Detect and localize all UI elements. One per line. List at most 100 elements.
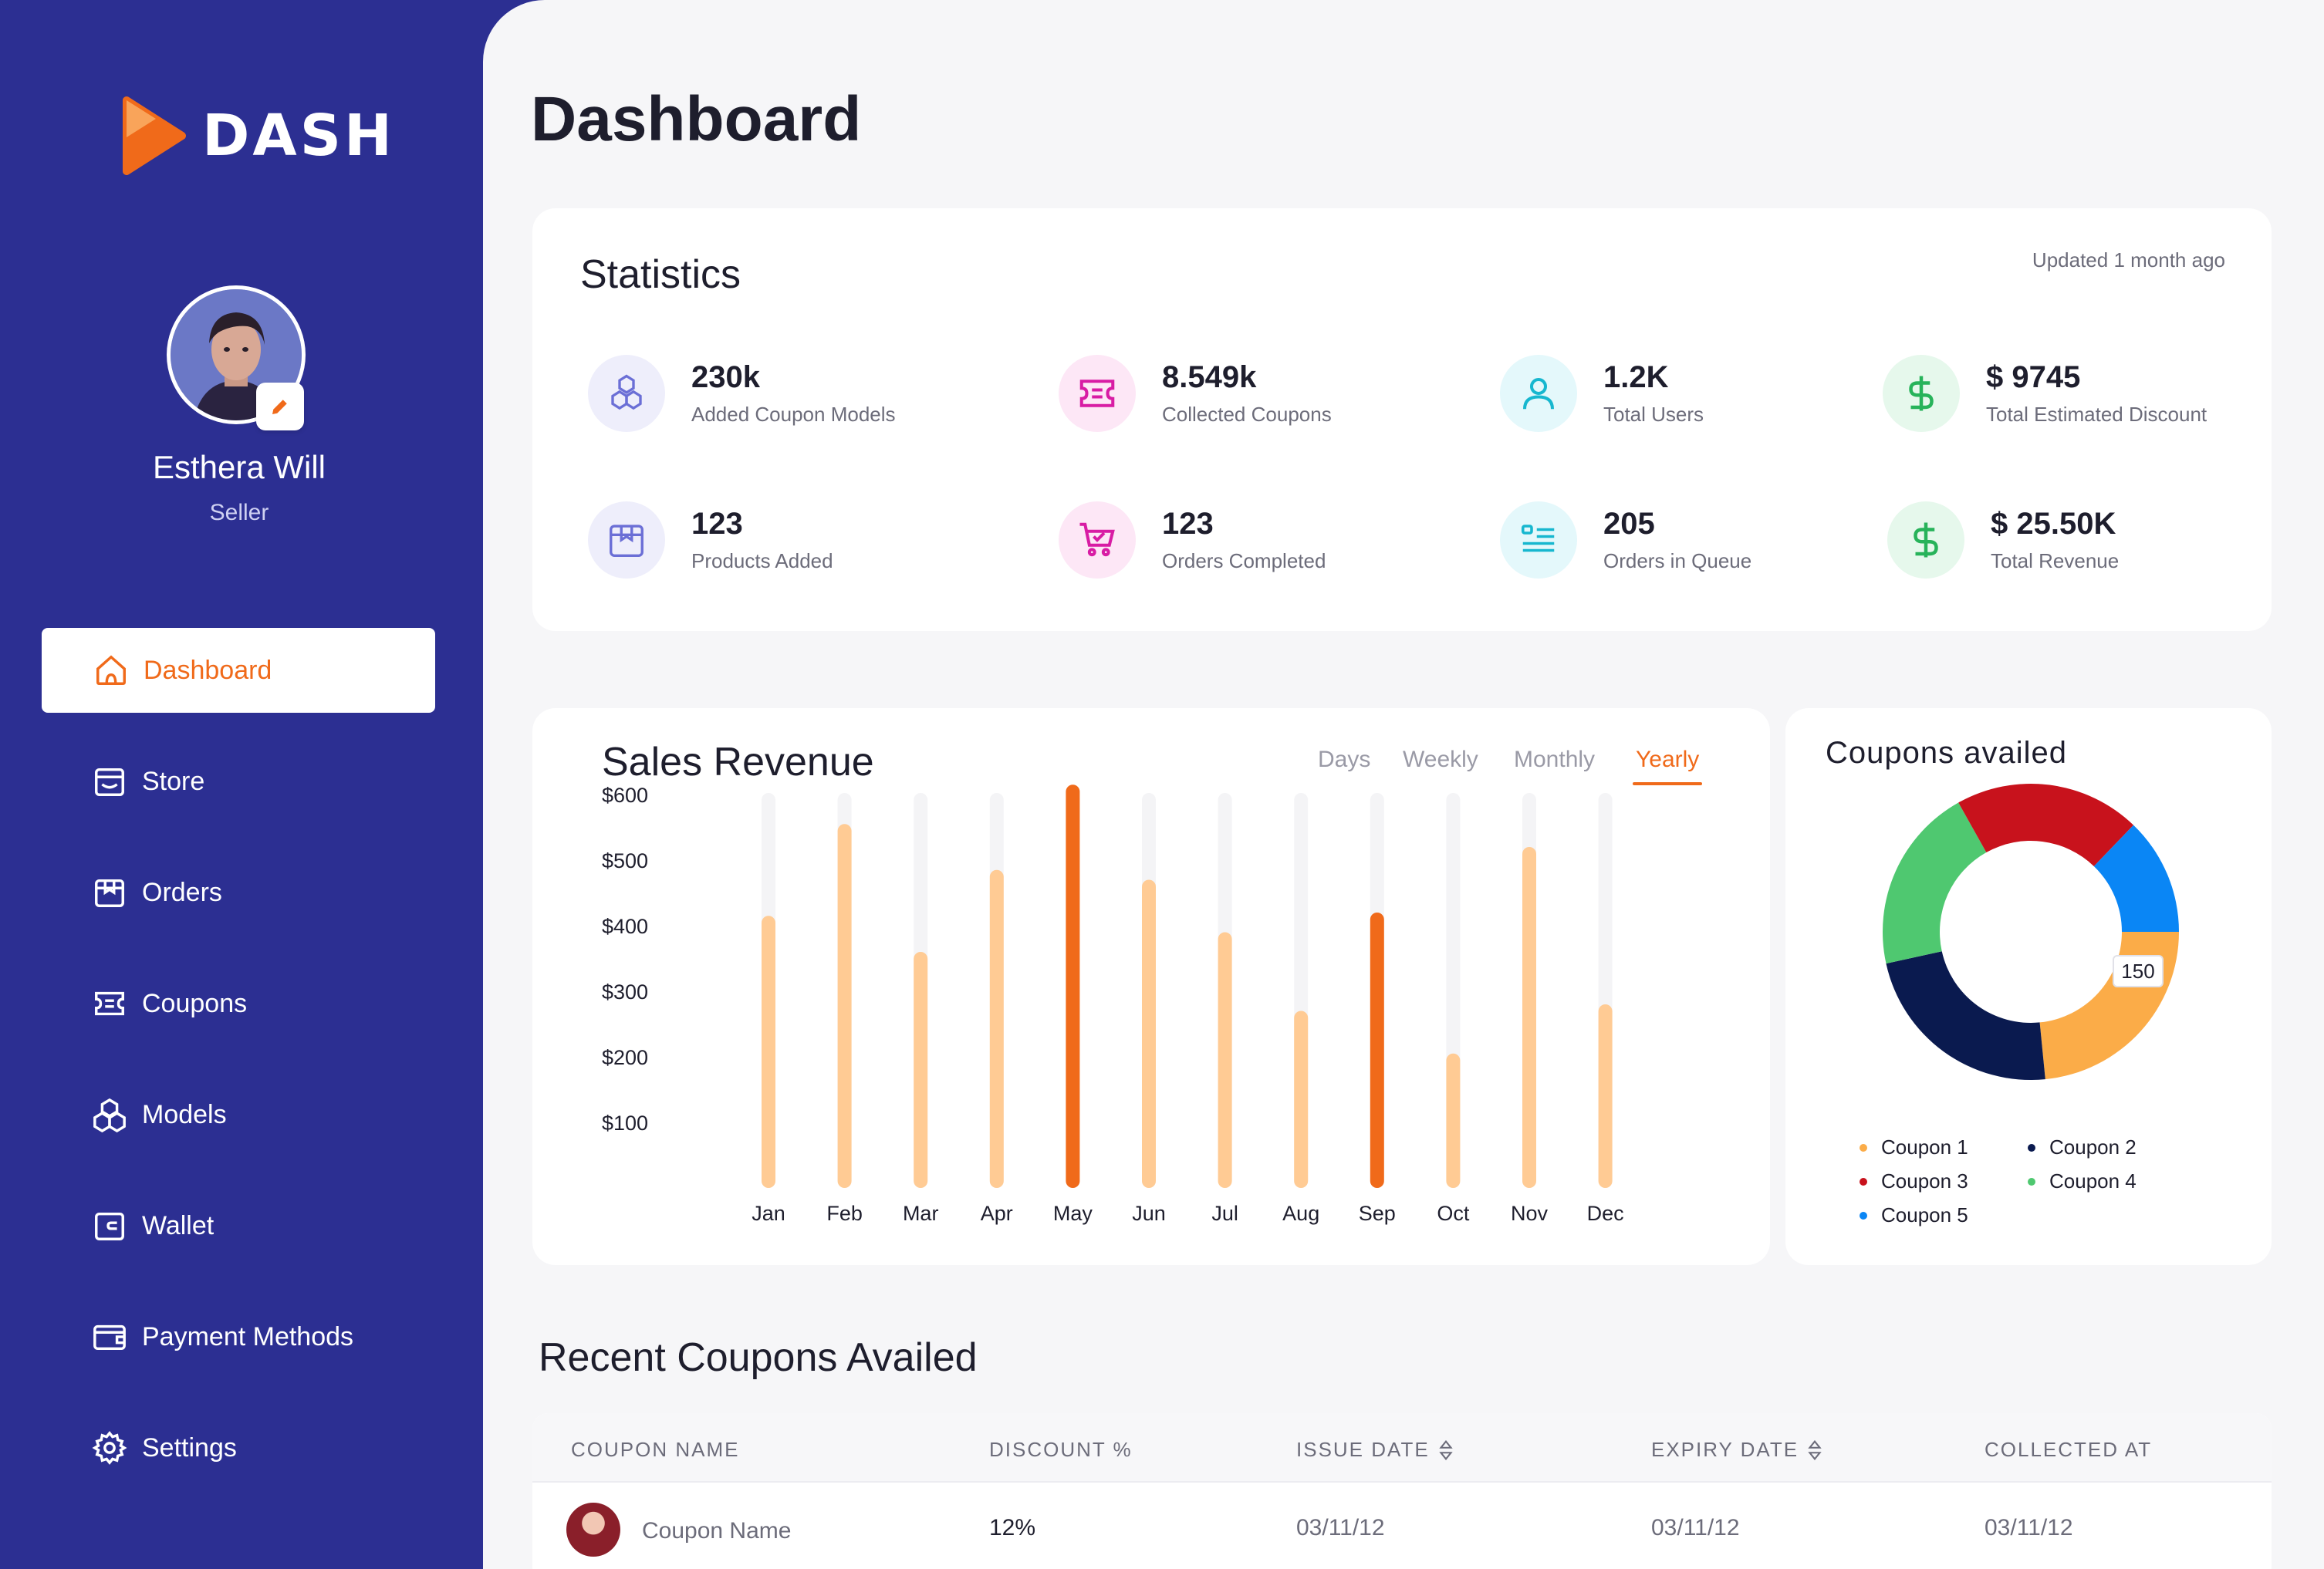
bar-may[interactable]: [1066, 784, 1080, 1188]
store-icon: [91, 763, 128, 800]
sidebar-item-models[interactable]: Models: [42, 1072, 435, 1157]
statistics-card: Statistics Updated 1 month ago 230k Adde…: [532, 208, 2272, 631]
cart-icon: [1059, 501, 1136, 579]
column-collected-at[interactable]: COLLECTED AT: [1985, 1438, 2152, 1462]
column-discount[interactable]: DISCOUNT %: [989, 1438, 1133, 1462]
stat-value: 1.2K: [1603, 360, 1669, 394]
legend-label: Coupon 3: [1881, 1169, 1968, 1193]
recent-coupons-title: Recent Coupons Availed: [539, 1335, 978, 1380]
legend-item: Coupon 5: [1860, 1203, 1968, 1227]
sidebar-nav: Dashboard Store Orders Coupons Models Wa…: [42, 628, 435, 1517]
bar-aug[interactable]: [1294, 1011, 1309, 1189]
donut-slice-coupon-1[interactable]: [2039, 932, 2179, 1080]
wallet-icon: [91, 1207, 128, 1244]
sidebar-item-wallet[interactable]: Wallet: [42, 1183, 435, 1268]
user-name: Esthera Will: [152, 449, 326, 485]
y-tick-label: $600: [602, 784, 648, 807]
payment-icon: [91, 1318, 128, 1355]
stat-value: 205: [1603, 507, 1655, 541]
sales-bar-chart: $600 $500 $400 $300 $200 $100 Jan Feb Mar Apr May J…: [602, 784, 1624, 1225]
sidebar-item-payment-methods[interactable]: Payment Methods: [42, 1294, 435, 1379]
y-tick-label: $100: [602, 1112, 648, 1135]
x-tick-label: May: [1053, 1202, 1093, 1225]
bar-dec[interactable]: [1598, 1004, 1613, 1188]
tab-monthly[interactable]: Monthly: [1514, 747, 1596, 772]
stat-label: Total Users: [1603, 403, 1704, 426]
stat-label: Total Revenue: [1991, 549, 2120, 572]
column-label: EXPIRY DATE: [1651, 1438, 1799, 1461]
app-logo[interactable]: DASH: [120, 96, 395, 176]
sales-revenue-card: Sales Revenue Days Weekly Monthly Yearly…: [532, 708, 1770, 1265]
column-expiry-date[interactable]: EXPIRY DATE: [1651, 1438, 1822, 1462]
bar-feb[interactable]: [837, 824, 852, 1188]
sort-icon[interactable]: [1438, 1439, 1453, 1460]
sidebar: [0, 0, 483, 1569]
cell-discount: 12%: [989, 1515, 1036, 1540]
stat-total-estimated-discount: $ 9745 Total Estimated Discount: [1883, 355, 2207, 432]
legend-item: Coupon 3: [1860, 1169, 1968, 1193]
x-tick-label: Apr: [981, 1202, 1013, 1225]
column-coupon-name[interactable]: COUPON NAME: [571, 1438, 739, 1462]
corner-mask: [483, 0, 606, 123]
list-icon: [1500, 501, 1577, 579]
bar-jan[interactable]: [762, 916, 775, 1188]
bar-mar[interactable]: [914, 952, 928, 1188]
orders-icon: [91, 874, 128, 911]
stat-label: Added Coupon Models: [691, 403, 896, 426]
stat-value: $ 9745: [1986, 360, 2081, 394]
stat-value: 230k: [691, 360, 760, 394]
tab-yearly[interactable]: Yearly: [1636, 747, 1700, 772]
stat-value: 8.549k: [1162, 360, 1257, 394]
period-tabs: Days Weekly Monthly Yearly: [532, 730, 1770, 791]
stat-value: $ 25.50K: [1991, 507, 2116, 541]
stat-label: Products Added: [691, 549, 833, 572]
donut-slice-coupon-2[interactable]: [1886, 951, 2045, 1080]
legend-item: Coupon 1: [1860, 1135, 1968, 1159]
stat-total-users: 1.2K Total Users: [1500, 355, 1704, 432]
column-label: ISSUE DATE: [1296, 1438, 1430, 1461]
edit-avatar-button[interactable]: [256, 383, 304, 430]
stat-label: Orders Completed: [1162, 549, 1326, 572]
bar-jun[interactable]: [1142, 879, 1156, 1189]
stat-collected-coupons: 8.549k Collected Coupons: [1059, 355, 1332, 432]
column-label: DISCOUNT %: [989, 1438, 1133, 1461]
column-issue-date[interactable]: ISSUE DATE: [1296, 1438, 1453, 1462]
user-role: Seller: [209, 500, 269, 525]
donut-slice-coupon-3[interactable]: [1958, 784, 2134, 866]
sidebar-item-label: Dashboard: [144, 655, 272, 685]
bar-nov[interactable]: [1522, 847, 1536, 1188]
donut-slice-coupon-4[interactable]: [1883, 802, 1987, 964]
column-label: COLLECTED AT: [1985, 1438, 2153, 1461]
tab-active-indicator: [1633, 782, 1702, 785]
statistics-title: Statistics: [580, 252, 741, 297]
sidebar-item-dashboard[interactable]: Dashboard: [42, 628, 435, 713]
sidebar-item-settings[interactable]: Settings: [42, 1405, 435, 1490]
cell-collected-at: 03/11/12: [1985, 1515, 2073, 1540]
legend-item: Coupon 2: [2028, 1135, 2137, 1159]
avatar[interactable]: [167, 285, 306, 424]
legend-dot: [2028, 1177, 2035, 1186]
stat-added-coupon-models: 230k Added Coupon Models: [588, 355, 896, 432]
models-icon: [91, 1096, 128, 1133]
x-tick-label: Jan: [752, 1202, 785, 1225]
home-icon: [93, 652, 130, 689]
sidebar-item-orders[interactable]: Orders: [42, 850, 435, 935]
sidebar-item-store[interactable]: Store: [42, 739, 435, 824]
tab-days[interactable]: Days: [1318, 747, 1371, 772]
cell-coupon-name[interactable]: Coupon Name: [642, 1518, 792, 1544]
stat-label: Total Estimated Discount: [1986, 403, 2207, 426]
bar-sep[interactable]: [1370, 913, 1384, 1188]
statistics-updated: Updated 1 month ago: [2032, 248, 2225, 272]
legend-label: Coupon 4: [2049, 1169, 2137, 1193]
tab-weekly[interactable]: Weekly: [1403, 747, 1478, 772]
legend-item: Coupon 4: [2028, 1169, 2137, 1193]
donut-slice-coupon-5[interactable]: [2093, 825, 2179, 932]
x-tick-label: Jul: [1211, 1202, 1238, 1225]
bar-oct[interactable]: [1446, 1053, 1461, 1188]
bar-jul[interactable]: [1218, 932, 1232, 1189]
x-tick-label: Oct: [1437, 1202, 1470, 1225]
sort-icon[interactable]: [1808, 1439, 1822, 1460]
sidebar-item-coupons[interactable]: Coupons: [42, 961, 435, 1046]
logo-icon: [123, 96, 186, 175]
bar-apr[interactable]: [989, 869, 1004, 1188]
